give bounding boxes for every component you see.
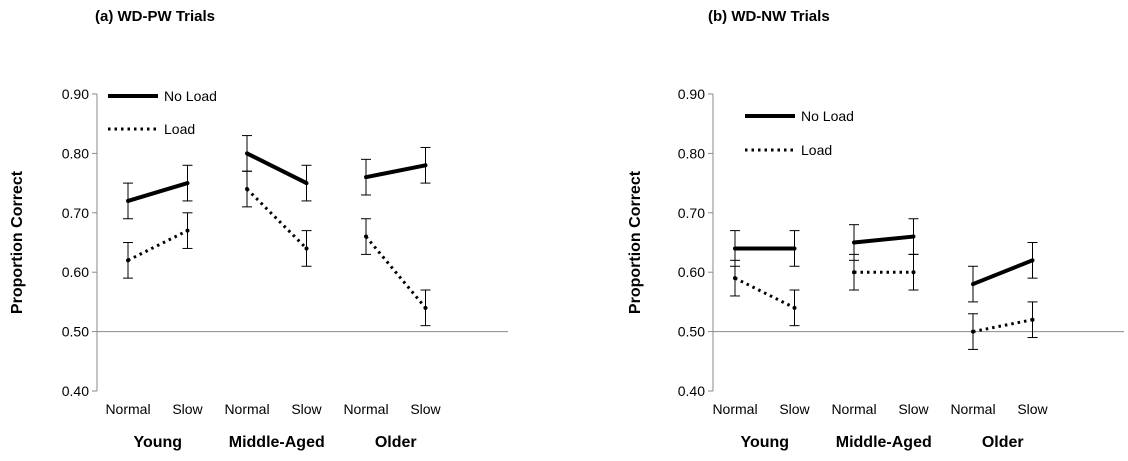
data-point	[364, 175, 368, 180]
y-tick-label: 0.40	[62, 383, 89, 399]
data-point	[245, 151, 249, 156]
series-line-no-load	[127, 181, 189, 203]
data-point	[423, 163, 428, 168]
series-line-load	[245, 187, 308, 250]
data-point	[733, 276, 737, 281]
y-tick-label: 0.70	[678, 205, 705, 221]
x-tick-label: Normal	[831, 401, 876, 417]
chart-panel-a: 0.40 0.50 0.60 0.70 0.80 0.90 Proportion Corre…	[9, 86, 508, 451]
y-tick-label: 0.60	[678, 264, 705, 280]
y-tick-label: 0.80	[678, 145, 705, 161]
data-point	[792, 305, 797, 310]
data-point	[852, 240, 856, 245]
group-label: Middle-Aged	[229, 434, 325, 451]
series-line-load	[734, 276, 796, 310]
panel-a-title: (a) WD-PW Trials	[95, 8, 216, 25]
group-label: Older	[375, 434, 417, 451]
y-axis-title: Proportion Correct	[627, 170, 644, 314]
data-point	[245, 187, 249, 192]
x-tick-label: Slow	[291, 401, 322, 417]
x-tick-label: Slow	[172, 401, 203, 417]
x-tick-label: Normal	[224, 401, 269, 417]
y-tick-label: 0.50	[62, 324, 89, 340]
series-line-load	[972, 318, 1033, 334]
group-label: Young	[133, 434, 182, 451]
data-point	[185, 181, 190, 186]
data-point	[185, 228, 190, 233]
data-point	[971, 282, 975, 287]
y-tick-label: 0.60	[62, 264, 89, 280]
series-line-no-load	[972, 258, 1034, 286]
legend-label: Load	[801, 142, 832, 158]
legend-label: No Load	[164, 88, 217, 104]
y-tick-label: 0.50	[678, 324, 705, 340]
data-point	[423, 305, 428, 310]
x-tick-label: Normal	[712, 401, 757, 417]
y-tick-label: 0.40	[678, 383, 705, 399]
series-line-no-load	[853, 234, 914, 245]
data-point	[852, 270, 856, 275]
x-tick-label: Normal	[343, 401, 388, 417]
y-tick-label: 0.70	[62, 205, 89, 221]
legend-label: No Load	[801, 108, 854, 124]
x-tick-label: Slow	[898, 401, 929, 417]
x-tick-label: Normal	[105, 401, 150, 417]
series-line-no-load	[365, 163, 426, 180]
data-point	[911, 270, 916, 275]
data-point	[792, 246, 797, 251]
x-tick-label: Slow	[410, 401, 441, 417]
y-tick-label: 0.90	[62, 86, 89, 102]
data-point	[304, 181, 309, 186]
data-point	[1030, 317, 1035, 322]
x-tick-label: Slow	[1017, 401, 1048, 417]
data-point	[126, 258, 130, 263]
data-point	[126, 198, 130, 203]
panel-b-title: (b) WD-NW Trials	[708, 8, 830, 25]
group-label: Young	[740, 434, 789, 451]
x-tick-label: Normal	[950, 401, 995, 417]
data-point	[304, 246, 309, 251]
data-point	[733, 246, 737, 251]
group-label: Middle-Aged	[836, 434, 932, 451]
y-tick-label: 0.90	[678, 86, 705, 102]
x-tick-label: Slow	[779, 401, 810, 417]
series-line-load	[364, 235, 427, 309]
data-point	[364, 234, 368, 239]
series-line-no-load	[246, 151, 308, 185]
chart-panel-b: 0.40 0.50 0.60 0.70 0.80 0.90 Proportion Corre…	[627, 86, 1124, 451]
data-point	[971, 329, 975, 334]
y-tick-label: 0.80	[62, 145, 89, 161]
legend-label: Load	[164, 121, 195, 137]
series-line-load	[127, 229, 189, 262]
group-label: Older	[982, 434, 1024, 451]
data-point	[1030, 258, 1035, 263]
data-point	[911, 234, 916, 239]
y-axis-title: Proportion Correct	[9, 170, 26, 314]
